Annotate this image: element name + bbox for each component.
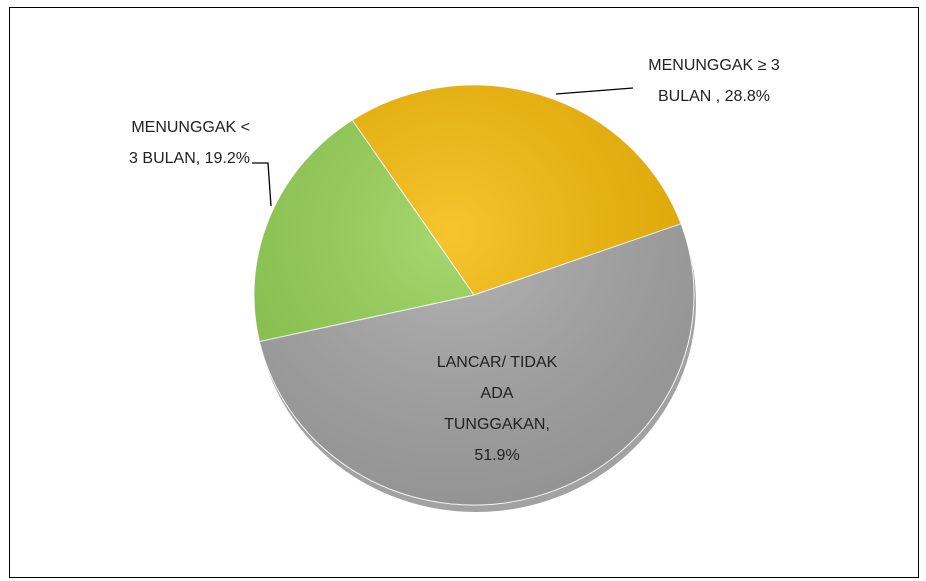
data-label: LANCAR/ TIDAK: [437, 354, 558, 371]
data-label: 51.9%: [474, 447, 519, 464]
data-label: MENUNGGAK ≥ 3: [648, 57, 780, 74]
data-label: 3 BULAN, 19.2%: [129, 150, 250, 167]
data-label: ADA: [481, 385, 514, 402]
pie: [253, 84, 695, 506]
leader-line: [555, 87, 634, 95]
data-label: MENUNGGAK <: [131, 119, 250, 136]
leader-line: [252, 162, 272, 207]
data-label: TUNGGAKAN,: [444, 416, 550, 433]
data-label: BULAN , 28.8%: [658, 88, 770, 105]
data-labels: MENUNGGAK ≥ 3 BULAN , 28.8% LANCAR/ TIDAK A…: [129, 57, 780, 464]
